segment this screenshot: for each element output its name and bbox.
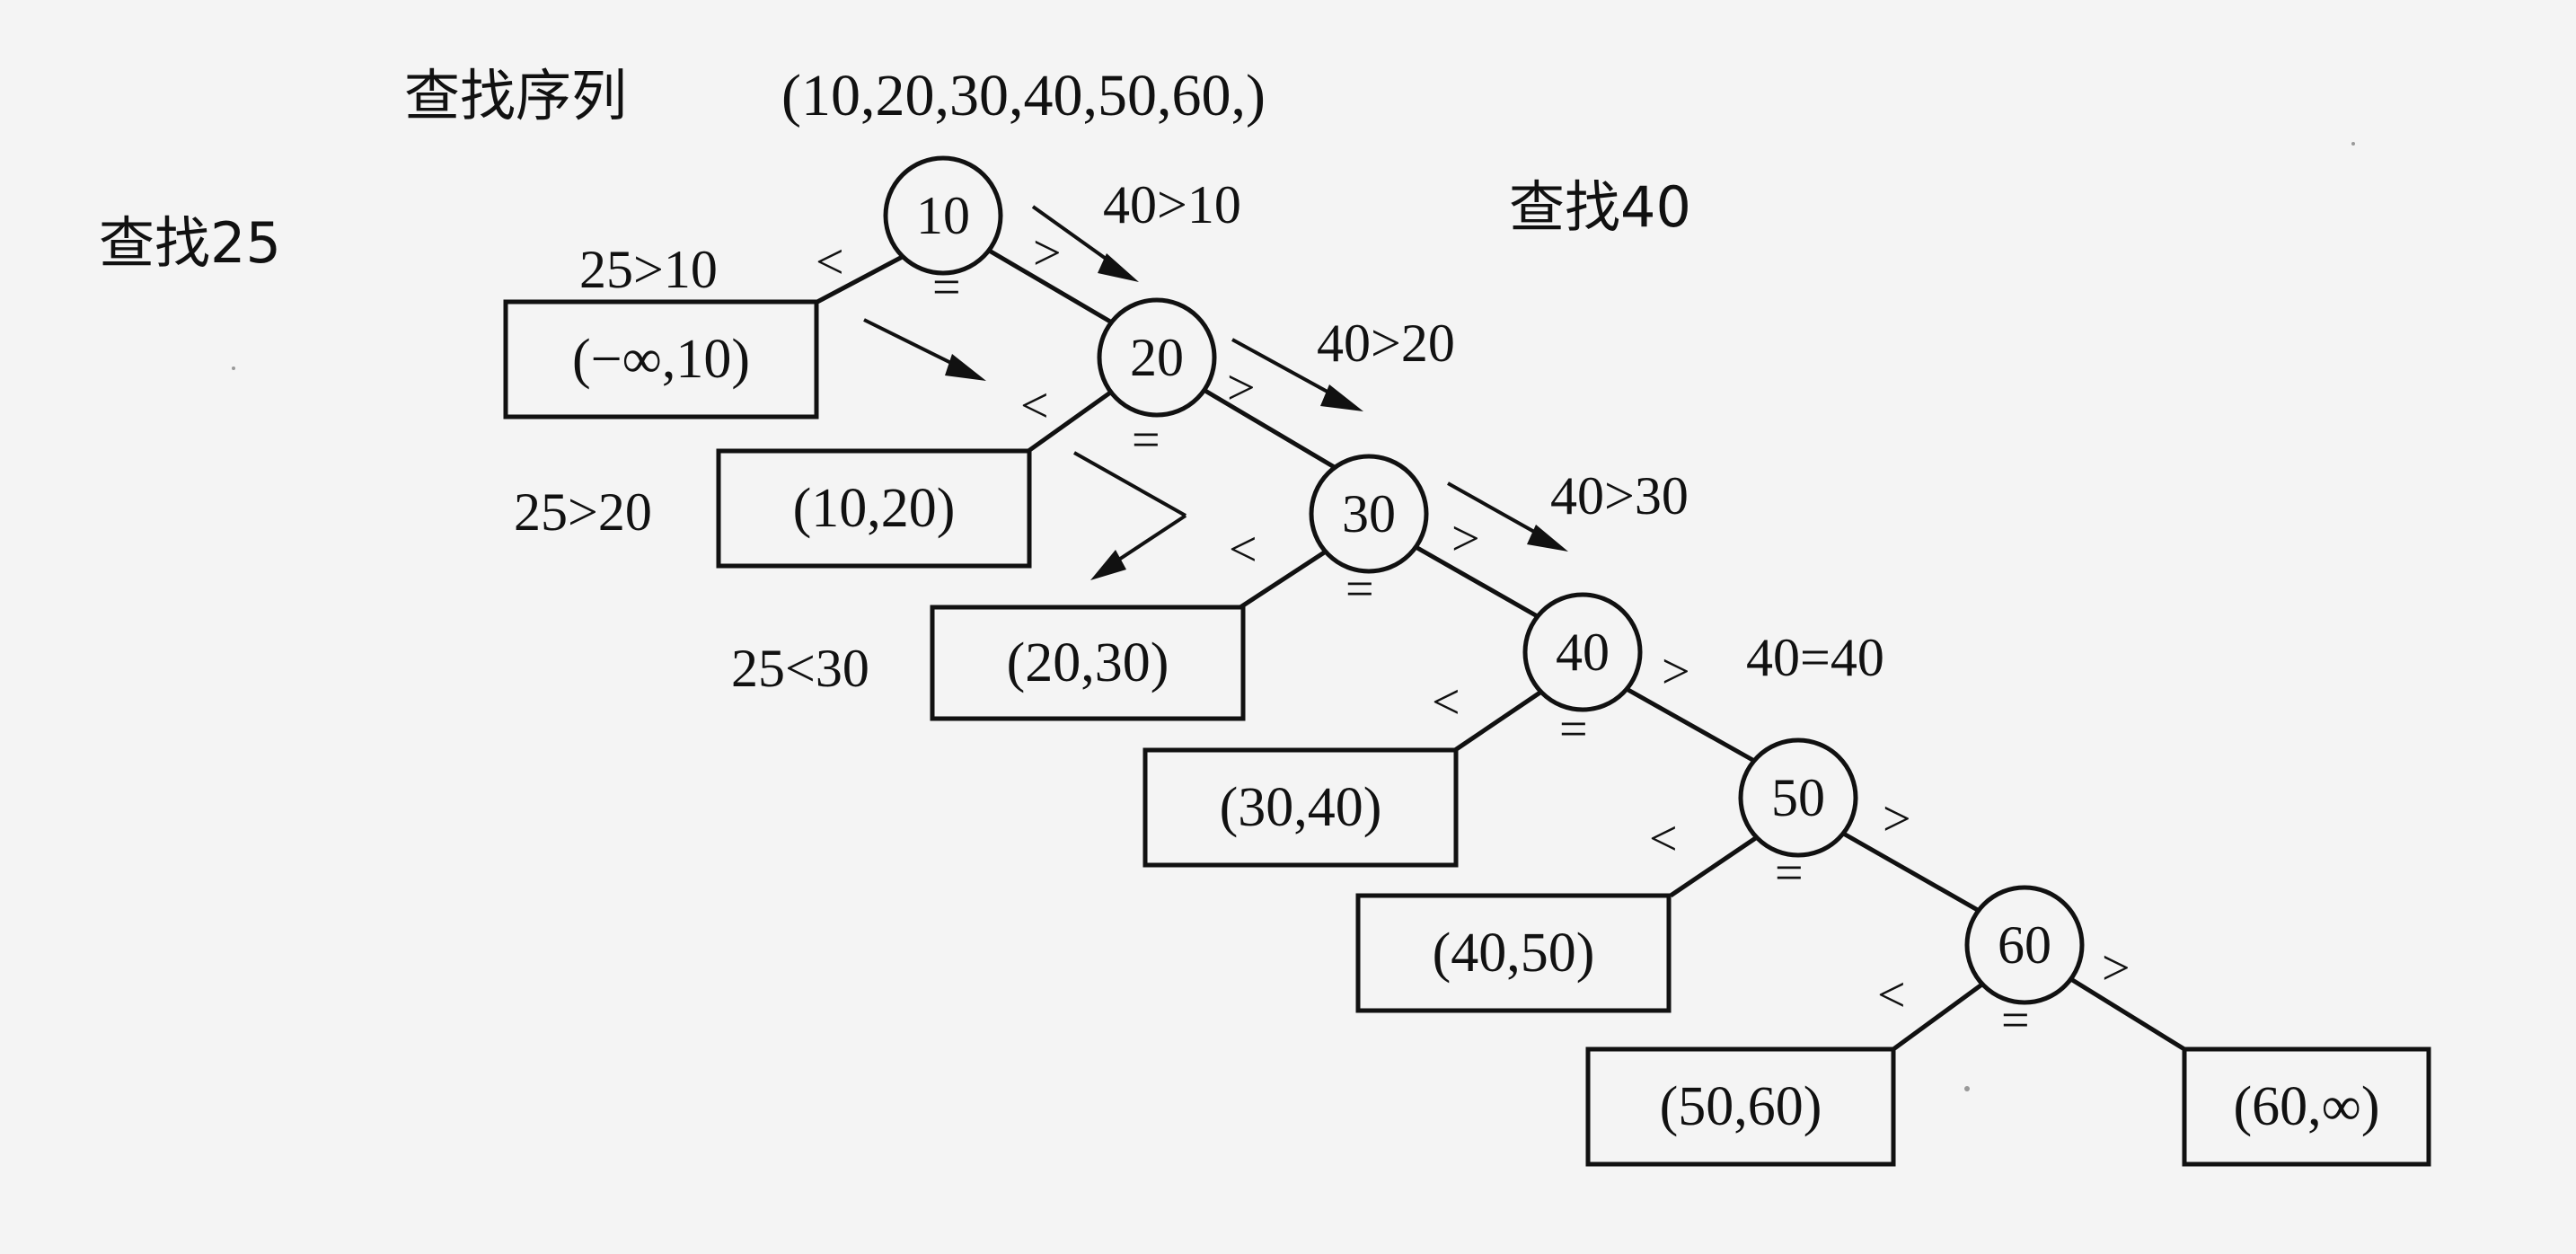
leaf-interval: (50,60) bbox=[1585, 1046, 1896, 1167]
edge-60-left bbox=[1892, 978, 1989, 1052]
node-value: 30 bbox=[1342, 484, 1396, 543]
equal-symbol: = bbox=[1775, 845, 1804, 901]
edge-50-left bbox=[1669, 831, 1764, 898]
comparison-label: 25>20 bbox=[514, 482, 652, 542]
leaf-interval: (60,∞) bbox=[2182, 1046, 2431, 1167]
search-40-label: 查找40 bbox=[1509, 174, 1691, 240]
scan-specks bbox=[232, 142, 2355, 1091]
tree-node-50: 50 bbox=[1738, 737, 1858, 858]
less-symbol: < bbox=[1432, 675, 1460, 730]
comparison-label: 40=40 bbox=[1746, 628, 1884, 687]
leaf-text: (50,60) bbox=[1660, 1076, 1822, 1137]
leaf-box bbox=[2182, 1046, 2431, 1167]
search-40-path-arrows bbox=[1031, 205, 1568, 552]
sequence-title: 查找序列 bbox=[404, 63, 627, 128]
edge-10-right bbox=[974, 240, 1134, 337]
node-circle bbox=[1097, 297, 1217, 418]
edge-30-right bbox=[1403, 538, 1548, 624]
node-circle bbox=[883, 155, 1003, 276]
edge-40-right bbox=[1617, 682, 1764, 768]
node-circle bbox=[1964, 885, 2085, 1005]
comparison-label: 25>10 bbox=[579, 240, 718, 299]
edge-60-right bbox=[2060, 971, 2186, 1052]
tree-node-40: 40 bbox=[1522, 592, 1643, 712]
comparison-label: 25<30 bbox=[731, 639, 869, 698]
leaf-text: (40,50) bbox=[1433, 923, 1595, 984]
node-value: 60 bbox=[1998, 915, 2051, 975]
less-symbol: < bbox=[816, 234, 844, 290]
leaf-box bbox=[716, 448, 1032, 569]
equal-symbol: = bbox=[1132, 412, 1160, 468]
edge-30-left bbox=[1239, 545, 1333, 610]
arrow-icon bbox=[1447, 481, 1568, 552]
node-circle bbox=[1522, 592, 1643, 712]
leaf-box bbox=[1355, 893, 1672, 1013]
arrow-icon bbox=[1031, 205, 1139, 282]
edge-20-right bbox=[1193, 382, 1344, 474]
equal-symbol: = bbox=[1559, 702, 1588, 757]
leaf-box bbox=[1142, 747, 1459, 868]
arrow-icon bbox=[1073, 451, 1187, 580]
comparison-label: 40>30 bbox=[1550, 466, 1689, 525]
equal-symbol: = bbox=[2001, 993, 2030, 1048]
less-symbol: < bbox=[1229, 522, 1257, 578]
leaf-box bbox=[503, 299, 819, 419]
leaf-text: (20,30) bbox=[1007, 632, 1169, 693]
search-25-comparisons: 25>10 25>20 25<30 bbox=[514, 240, 869, 698]
leaf-interval: (−∞,10) bbox=[503, 299, 819, 419]
node-value: 40 bbox=[1556, 623, 1610, 682]
comparison-label: 40>20 bbox=[1317, 314, 1455, 373]
equal-symbol: = bbox=[932, 260, 961, 315]
leaf-text: (10,20) bbox=[793, 478, 956, 539]
tree-node-20: 20 bbox=[1097, 297, 1217, 418]
tree-node-10: 10 bbox=[883, 155, 1003, 276]
edge-20-left bbox=[1027, 384, 1121, 454]
sequence-values: (10,20,30,40,50,60,) bbox=[781, 63, 1266, 128]
search-40-comparisons: 40>10 40>20 40>30 40=40 bbox=[1103, 175, 1884, 687]
edge-40-left bbox=[1453, 685, 1548, 753]
leaf-text: (30,40) bbox=[1220, 777, 1382, 838]
leaf-interval: (30,40) bbox=[1142, 747, 1459, 868]
arrow-icon bbox=[1231, 338, 1363, 411]
edge-10-left bbox=[816, 251, 911, 305]
greater-symbol: > bbox=[1451, 511, 1480, 567]
node-circle bbox=[1309, 454, 1429, 574]
greater-symbol: > bbox=[1662, 644, 1690, 700]
comparison-label: 40>10 bbox=[1103, 175, 1241, 234]
greater-symbol: > bbox=[1883, 791, 1911, 847]
tree-edges bbox=[816, 240, 2186, 1052]
less-symbol: < bbox=[1877, 967, 1906, 1023]
node-value: 10 bbox=[916, 186, 970, 245]
leaf-interval: (10,20) bbox=[716, 448, 1032, 569]
equal-symbol: = bbox=[1345, 561, 1374, 617]
greater-symbol: > bbox=[1033, 225, 1062, 281]
search-25-label: 查找25 bbox=[99, 210, 281, 276]
leaf-text: (60,∞) bbox=[2234, 1076, 2380, 1137]
tree-node-60: 60 bbox=[1964, 885, 2085, 1005]
less-symbol: < bbox=[1649, 811, 1678, 867]
leaf-box bbox=[930, 605, 1246, 721]
search-25-path-arrows bbox=[863, 318, 1187, 580]
leaf-box bbox=[1585, 1046, 1896, 1167]
edge-symbols: < > = < > = < > = < > = < > = < > = bbox=[816, 225, 2130, 1048]
leaf-text: (−∞,10) bbox=[572, 329, 750, 390]
less-symbol: < bbox=[1020, 378, 1049, 434]
edge-50-right bbox=[1832, 826, 1990, 919]
leaf-interval: (40,50) bbox=[1355, 893, 1672, 1013]
greater-symbol: > bbox=[1227, 360, 1256, 416]
tree-node-30: 30 bbox=[1309, 454, 1429, 574]
node-value: 20 bbox=[1130, 328, 1184, 387]
node-circle bbox=[1738, 737, 1858, 858]
node-value: 50 bbox=[1771, 768, 1825, 827]
arrow-icon bbox=[863, 318, 986, 381]
greater-symbol: > bbox=[2102, 940, 2130, 996]
leaf-interval: (20,30) bbox=[930, 605, 1246, 721]
